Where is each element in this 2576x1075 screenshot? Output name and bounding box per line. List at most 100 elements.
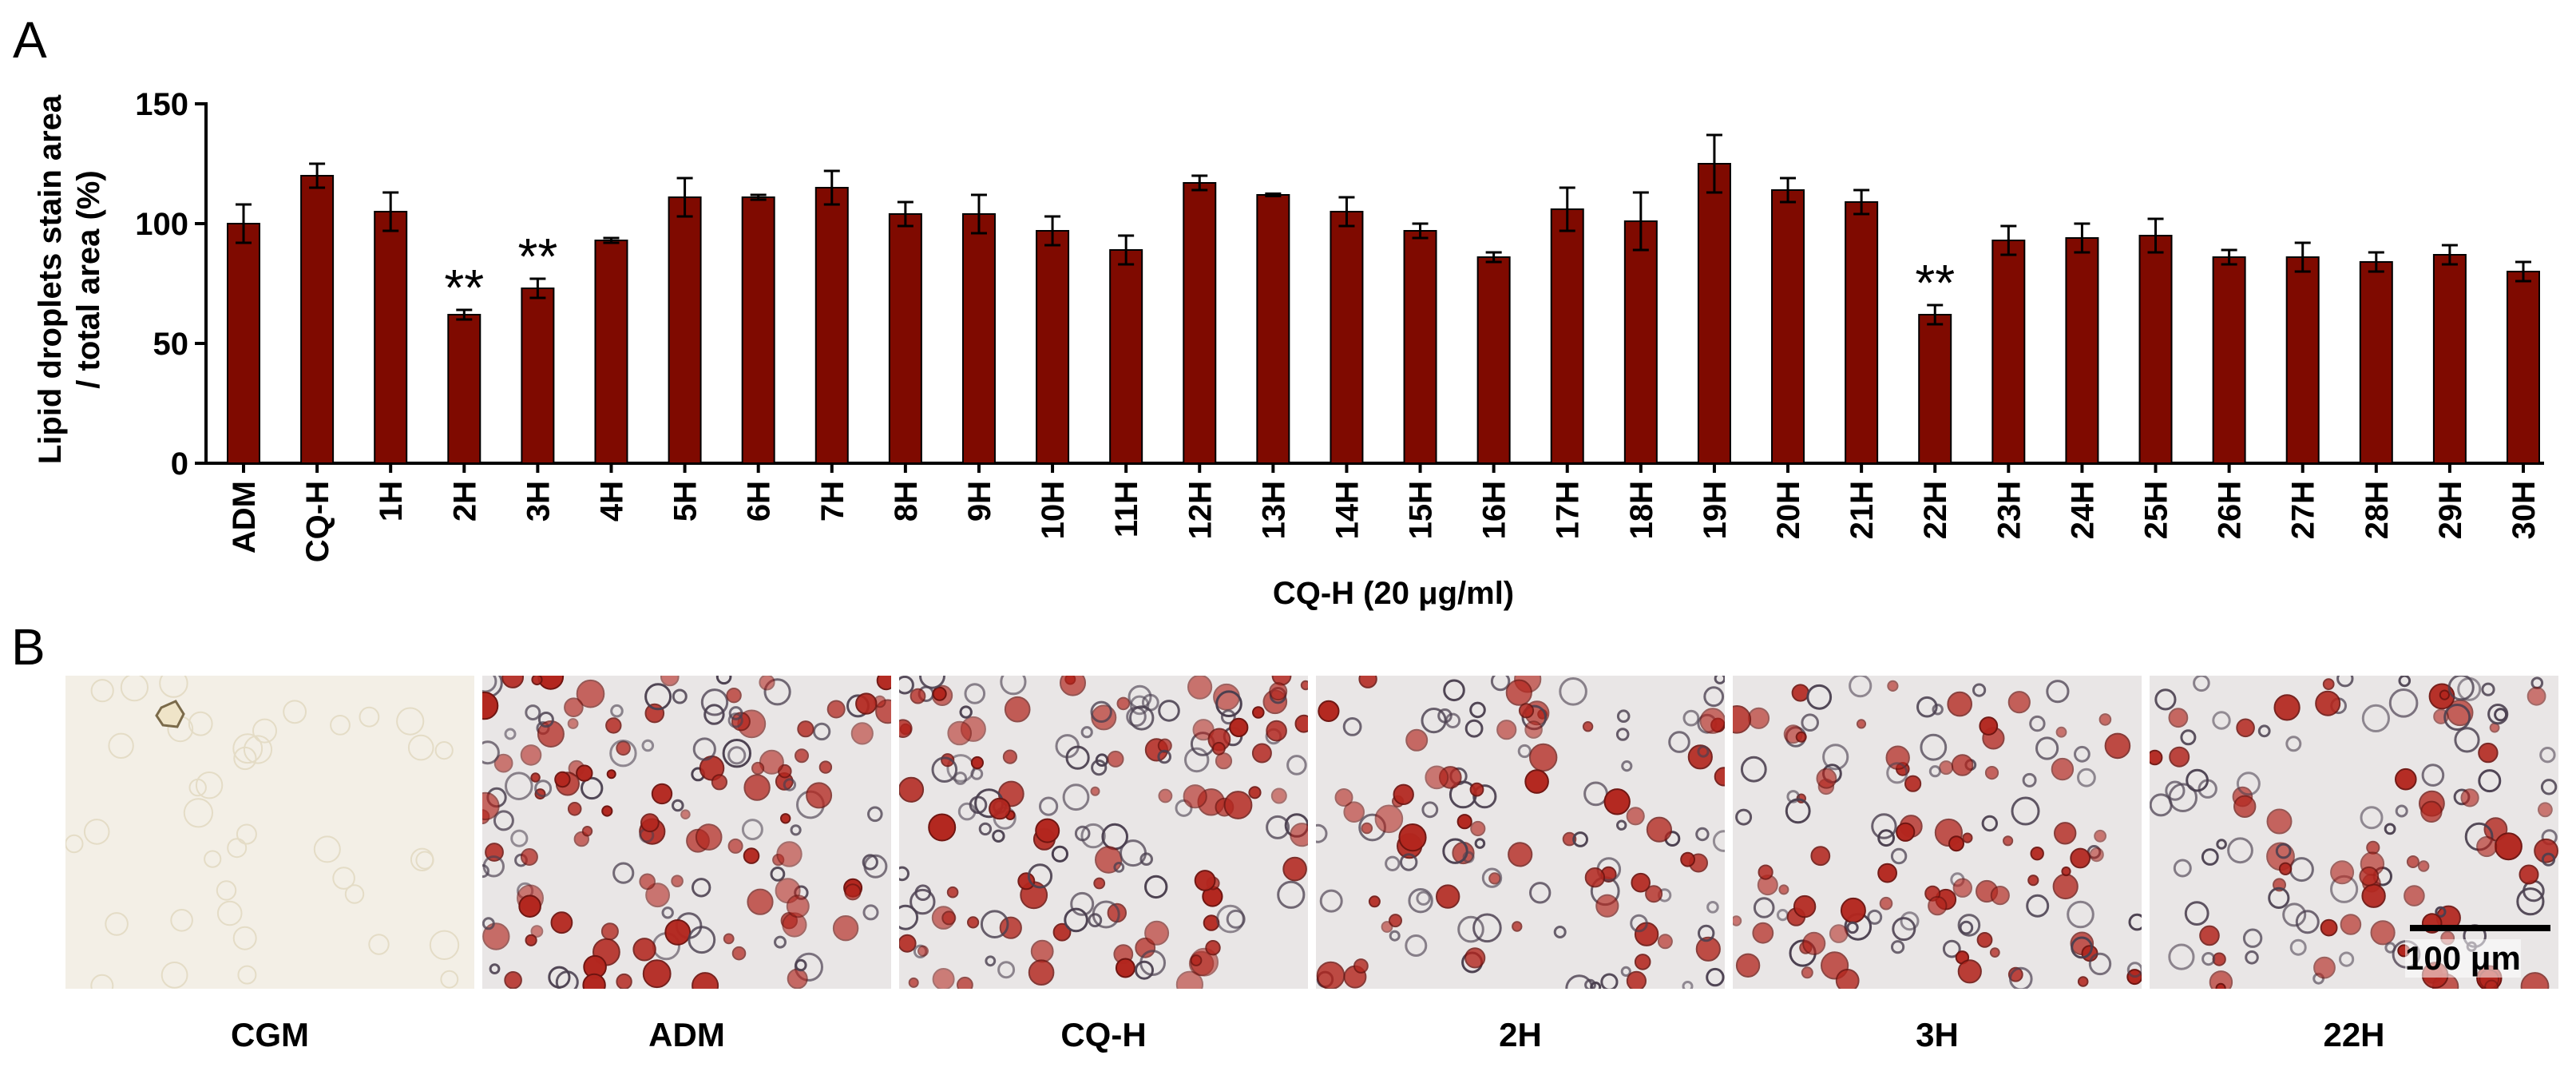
error-bar-16H [1485,251,1502,264]
error-bar-20H [1780,177,1797,204]
x-tick-label-20H: 20H [1771,481,1806,539]
micrograph-caption: 2H [1499,1016,1542,1053]
x-tick-label-2H: 2H [447,481,482,522]
micrograph-2h [1316,676,1725,989]
bar-16H [1476,256,1511,464]
bar-17H [1550,208,1584,464]
micrograph-caption: 22H [2323,1016,2385,1053]
error-bar-19H [1706,133,1722,194]
bar-30H [2507,271,2540,464]
bar-5H [668,196,702,464]
x-tick-label-15H: 15H [1404,481,1439,539]
micrograph-image [1733,676,2142,989]
y-axis-title-line2: / total area (%) [71,170,106,388]
x-tick-label-11H: 11H [1109,481,1144,538]
x-tick-label-8H: 8H [889,481,924,522]
error-bar-24H [2074,222,2091,254]
x-tick-label-24H: 24H [2065,481,2100,539]
x-tick-label-5H: 5H [668,481,703,522]
bar-24H [2065,237,2099,464]
bar-19H [1697,163,1731,464]
significance-22H: ** [1915,254,1955,311]
x-tick-label-30H: 30H [2507,481,2542,539]
bar-4H [594,240,628,464]
significance-2H: ** [444,259,484,316]
bar-27H [2285,256,2320,464]
scale-bar [2410,925,2550,931]
bar-series [227,163,2540,464]
bar-23H [1991,240,2026,464]
error-bar-7H [823,169,840,206]
error-bar-22H [1927,303,1944,326]
x-tick-label-22H: 22H [1918,481,1953,539]
x-tick-label-26H: 26H [2213,481,2248,539]
x-axis-title: CQ-H (20 μg/ml) [1273,576,1514,611]
micrograph-image [482,676,891,989]
x-tick-label-7H: 7H [815,481,850,522]
error-bar-28H [2368,251,2384,273]
error-bar-27H [2294,241,2311,273]
error-bar-5H [676,177,693,218]
x-tick-label-16H: 16H [1477,481,1512,539]
x-tick-label-ADM: ADM [227,481,262,553]
error-bar-1H [382,191,399,232]
bar-25H [2138,235,2173,464]
x-tick-label-6H: 6H [742,481,777,522]
micrograph-caption: CQ-H [1060,1016,1147,1053]
bar-26H [2212,256,2246,464]
category-labels: ADM CQ-H 1H 2H 3H 4H 5H 6H 7H 8H 9H 10H 11H 12H 13H 14H… [227,481,2542,562]
micrograph-cgm [65,676,474,989]
x-tick-label-19H: 19H [1698,481,1733,539]
y-tick-label: 50 [153,327,189,362]
error-bar-10H [1044,215,1061,247]
error-bars [236,133,2531,326]
x-tick-label-13H: 13H [1256,481,1291,539]
error-bar-29H [2441,244,2458,266]
bar-8H [888,213,922,464]
error-bar-6H [750,193,767,201]
scale-bar-label: 100 μm [2405,939,2521,978]
x-tick-label-29H: 29H [2433,481,2468,539]
panel-b-label: B [11,618,46,676]
error-bar-ADM [236,203,252,244]
y-tick-label: 0 [171,446,188,482]
micrograph-adm [482,676,891,989]
micrograph-cq-h [899,676,1308,989]
x-tick-label-CQ-H: CQ-H [300,481,335,562]
error-bar-30H [2515,260,2531,283]
error-bar-17H [1559,186,1575,232]
micrograph-caption: ADM [648,1016,725,1053]
micrograph-3h [1733,676,2142,989]
x-tick-label-3H: 3H [521,481,556,522]
y-axis-title-line1: Lipid droplets stain area [33,94,68,464]
bar-7H [814,187,849,464]
error-bar-15H [1412,222,1429,240]
x-tick-label-23H: 23H [1991,481,2027,539]
bar-ADM [227,223,260,464]
significance-3H: ** [517,228,557,285]
y-tick-label: 150 [135,87,188,122]
error-bar-13H [1265,192,1282,197]
bar-3H [521,288,555,464]
y-tick-label: 100 [135,207,188,242]
bar-15H [1403,230,1437,464]
error-bar-26H [2221,248,2237,266]
x-tick-label-1H: 1H [374,481,409,522]
error-bar-25H [2147,217,2164,254]
micrograph-caption: 3H [1916,1016,1959,1053]
bar-29H [2432,254,2467,464]
panel-b-letter-svg: B [11,618,46,676]
bar-CQ-H [300,175,335,464]
x-tick-label-12H: 12H [1183,481,1218,539]
micrograph-image [2150,676,2558,989]
bar-22H [1918,314,1952,464]
x-tick-label-9H: 9H [962,481,997,522]
panel-a-label: A [13,11,47,69]
x-tick-label-21H: 21H [1845,481,1880,539]
error-bar-12H [1191,174,1208,192]
bar-14H [1330,211,1364,464]
x-tick-label-27H: 27H [2286,481,2321,539]
micrograph-image [65,676,474,989]
bar-18H [1623,220,1658,464]
x-tick-label-25H: 25H [2139,481,2174,539]
